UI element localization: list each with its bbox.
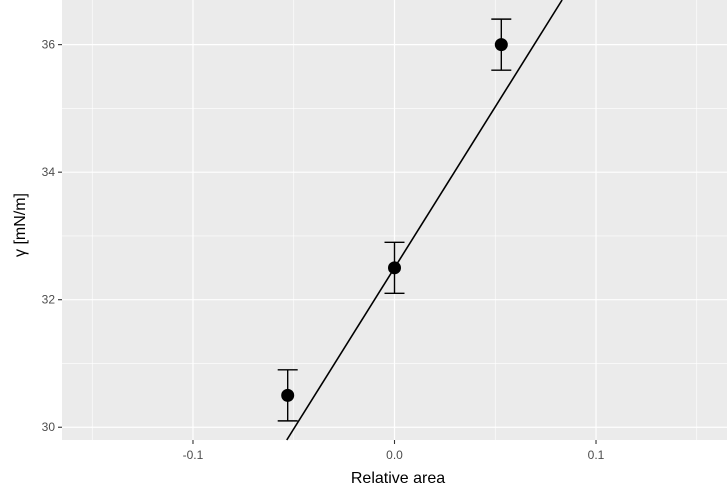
y-axis-ticks: 30 32 34 36 [42,38,62,434]
fit-line-group [286,0,563,441]
y-tick-label: 34 [42,165,56,179]
x-tick-label: -0.1 [183,448,204,462]
y-tick-label: 30 [42,420,56,434]
data-point [494,38,508,52]
data-points [281,38,508,402]
x-axis-ticks: -0.1 0.0 0.1 [183,440,605,462]
y-tick-label: 32 [42,293,56,307]
data-point [281,388,295,402]
fit-line [286,0,563,441]
major-gridlines [62,0,727,440]
data-point [388,261,401,275]
x-tick-label: 0.1 [588,448,605,462]
x-axis-title: Relative area [351,470,445,487]
y-axis-title: γ [mN/m] [12,193,29,257]
y-tick-label: 36 [42,38,56,52]
x-tick-label: 0.0 [386,448,403,462]
